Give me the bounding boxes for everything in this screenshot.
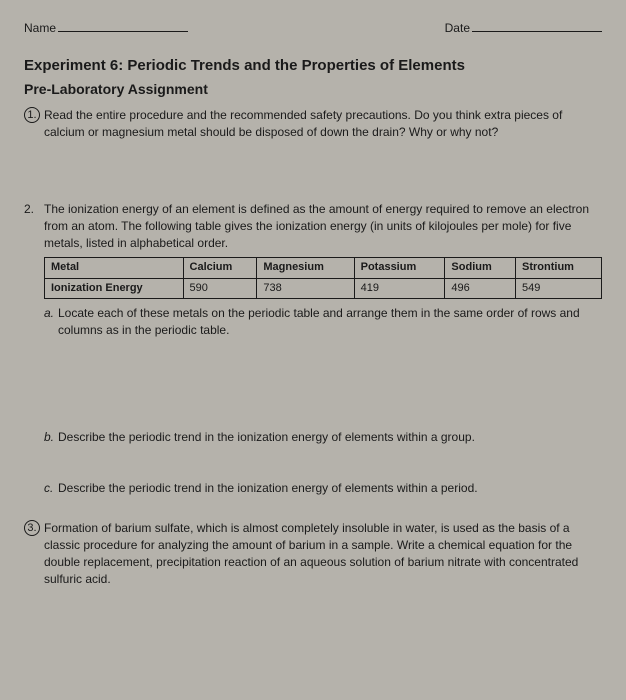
date-field: Date: [445, 20, 602, 37]
sub-letter-a: a.: [44, 305, 54, 322]
table-cell: 590: [183, 278, 257, 298]
name-field: Name: [24, 20, 188, 37]
table-header-row: Metal Calcium Magnesium Potassium Sodium…: [45, 258, 602, 278]
sub-letter-c: c.: [44, 480, 53, 497]
sub-letter-b: b.: [44, 429, 54, 446]
question-1: 1. Read the entire procedure and the rec…: [24, 107, 602, 141]
question-3-number: 3.: [24, 520, 40, 536]
name-label: Name: [24, 20, 56, 37]
question-2: 2. The ionization energy of an element i…: [24, 201, 602, 496]
assignment-subtitle: Pre-Laboratory Assignment: [24, 80, 602, 100]
table-header: Strontium: [516, 258, 602, 278]
table-cell: 738: [257, 278, 354, 298]
question-2b: b. Describe the periodic trend in the io…: [44, 429, 602, 446]
table-cell: 419: [354, 278, 445, 298]
question-2a: a. Locate each of these metals on the pe…: [44, 305, 602, 339]
table-header: Magnesium: [257, 258, 354, 278]
question-2-number: 2.: [24, 201, 34, 218]
ionization-table: Metal Calcium Magnesium Potassium Sodium…: [44, 257, 602, 299]
header-row: Name Date: [24, 20, 602, 37]
table-row-label: Ionization Energy: [45, 278, 184, 298]
question-3-text: Formation of barium sulfate, which is al…: [44, 521, 578, 585]
experiment-title: Experiment 6: Periodic Trends and the Pr…: [24, 55, 602, 76]
question-2-intro: The ionization energy of an element is d…: [44, 202, 589, 250]
date-label: Date: [445, 20, 470, 37]
table-cell: 549: [516, 278, 602, 298]
question-2a-text: Locate each of these metals on the perio…: [58, 306, 580, 337]
question-2b-text: Describe the periodic trend in the ioniz…: [58, 430, 475, 444]
date-blank: [472, 31, 602, 32]
table-header: Potassium: [354, 258, 445, 278]
question-1-text: Read the entire procedure and the recomm…: [44, 108, 562, 139]
table-cell: 496: [445, 278, 516, 298]
table-header: Sodium: [445, 258, 516, 278]
question-3: 3. Formation of barium sulfate, which is…: [24, 520, 602, 587]
name-blank: [58, 31, 188, 32]
table-data-row: Ionization Energy 590 738 419 496 549: [45, 278, 602, 298]
question-2c: c. Describe the periodic trend in the io…: [44, 480, 602, 497]
question-1-number: 1.: [24, 107, 40, 123]
question-2c-text: Describe the periodic trend in the ioniz…: [58, 481, 478, 495]
table-header: Calcium: [183, 258, 257, 278]
table-header: Metal: [45, 258, 184, 278]
